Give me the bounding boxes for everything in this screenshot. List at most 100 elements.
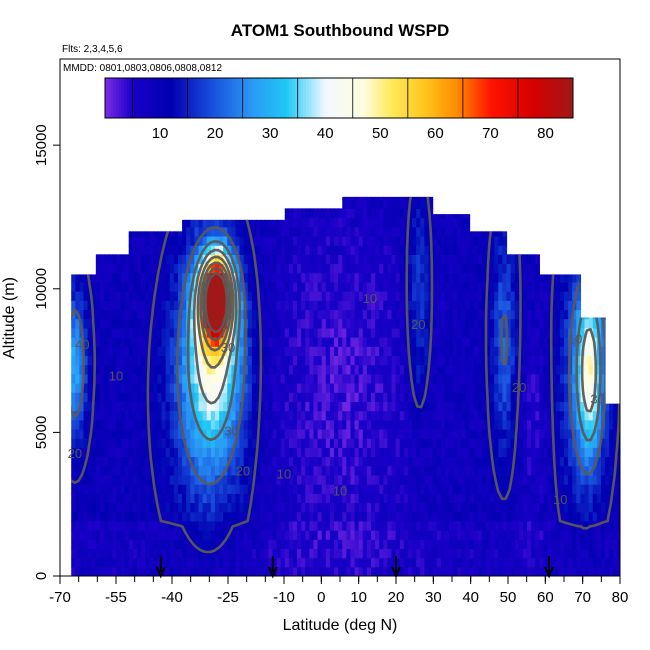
- heatmap-cell: [588, 428, 594, 439]
- heatmap-cell: [206, 447, 212, 458]
- heatmap-cell: [543, 373, 549, 384]
- heatmap-cell: [342, 196, 347, 200]
- heatmap-cell: [399, 456, 405, 467]
- heatmap-cell: [83, 539, 89, 550]
- heatmap-cell: [547, 309, 553, 320]
- heatmap-cell: [420, 337, 425, 347]
- heatmap-cell: [260, 428, 265, 439]
- heatmap-cell: [366, 291, 372, 301]
- heatmap-cell: [214, 502, 220, 513]
- heatmap-cell: [547, 300, 553, 311]
- heatmap-cell: [481, 263, 487, 274]
- heatmap-cell: [407, 438, 413, 448]
- heatmap-cell: [247, 484, 253, 494]
- heatmap-cell: [83, 474, 89, 485]
- heatmap-cell: [251, 219, 257, 228]
- heatmap-cell: [358, 438, 364, 448]
- heatmap-cell: [366, 263, 372, 274]
- heatmap-cell: [95, 272, 101, 283]
- heatmap-cell: [116, 493, 122, 504]
- heatmap-cell: [292, 208, 298, 219]
- heatmap-cell: [506, 419, 512, 430]
- heatmap-cell: [370, 539, 376, 550]
- heatmap-cell: [354, 511, 360, 522]
- heatmap-cell: [407, 566, 413, 576]
- heatmap-cell: [358, 364, 364, 375]
- heatmap-cell: [518, 493, 524, 504]
- heatmap-cell: [276, 382, 282, 393]
- heatmap-cell: [112, 291, 117, 301]
- heatmap-cell: [153, 548, 159, 559]
- heatmap-cell: [95, 410, 101, 421]
- heatmap-cell: [219, 530, 224, 540]
- heatmap-cell: [592, 465, 598, 476]
- heatmap-cell: [502, 245, 508, 255]
- heatmap-cell: [87, 539, 93, 550]
- heatmap-cell: [420, 557, 425, 568]
- heatmap-cell: [444, 511, 450, 522]
- heatmap-cell: [391, 548, 397, 559]
- heatmap-cell: [358, 392, 364, 402]
- heatmap-cell: [173, 337, 179, 347]
- heatmap-cell: [141, 327, 146, 338]
- heatmap-cell: [346, 291, 352, 301]
- heatmap-cell: [370, 217, 376, 228]
- heatmap-cell: [555, 281, 561, 292]
- heatmap-cell: [79, 530, 85, 540]
- heatmap-cell: [292, 484, 298, 494]
- heatmap-cell: [444, 300, 450, 311]
- heatmap-cell: [477, 337, 483, 347]
- heatmap-cell: [428, 382, 434, 393]
- heatmap-cell: [301, 226, 306, 237]
- heatmap-cell: [440, 474, 446, 485]
- heatmap-cell: [461, 226, 467, 237]
- heatmap-cell: [461, 401, 467, 412]
- heatmap-cell: [124, 291, 130, 301]
- heatmap-cell: [407, 318, 413, 329]
- heatmap-cell: [354, 364, 360, 375]
- heatmap-cell: [276, 465, 282, 476]
- heatmap-cell: [428, 447, 434, 458]
- heatmap-cell: [79, 291, 85, 301]
- heatmap-cell: [264, 219, 269, 228]
- heatmap-cell: [186, 484, 191, 494]
- heatmap-cell: [128, 428, 134, 439]
- heatmap-cell: [165, 392, 171, 402]
- heatmap-cell: [214, 419, 220, 430]
- heatmap-cell: [502, 373, 508, 384]
- heatmap-cell: [99, 364, 105, 375]
- heatmap-cell: [383, 291, 389, 301]
- heatmap-cell: [329, 456, 335, 467]
- heatmap-cell: [465, 355, 471, 366]
- heatmap-cell: [165, 327, 171, 338]
- heatmap-cell: [169, 456, 175, 467]
- heatmap-cell: [276, 364, 282, 375]
- heatmap-cell: [387, 428, 393, 439]
- heatmap-cell: [584, 474, 590, 485]
- heatmap-cell: [75, 401, 81, 412]
- heatmap-cell: [596, 410, 602, 421]
- heatmap-cell: [112, 428, 117, 439]
- heatmap-cell: [506, 254, 512, 265]
- heatmap-cell: [198, 401, 204, 412]
- heatmap-cell: [350, 484, 356, 494]
- heatmap-cell: [559, 410, 565, 421]
- heatmap-cell: [481, 392, 487, 402]
- heatmap-cell: [494, 254, 499, 265]
- heatmap-cell: [338, 208, 343, 219]
- heatmap-cell: [522, 438, 528, 448]
- heatmap-cell: [420, 199, 425, 209]
- heatmap-cell: [580, 419, 586, 430]
- heatmap-cell: [428, 373, 434, 384]
- heatmap-cell: [194, 226, 200, 237]
- heatmap-cell: [481, 566, 487, 576]
- heatmap-cell: [490, 428, 495, 439]
- heatmap-cell: [469, 410, 475, 421]
- heatmap-cell: [403, 520, 409, 531]
- heatmap-cell: [366, 309, 372, 320]
- heatmap-cell: [338, 502, 343, 513]
- heatmap-cell: [568, 456, 573, 467]
- heatmap-cell: [395, 245, 401, 255]
- heatmap-cell: [379, 520, 384, 531]
- heatmap-cell: [391, 493, 397, 504]
